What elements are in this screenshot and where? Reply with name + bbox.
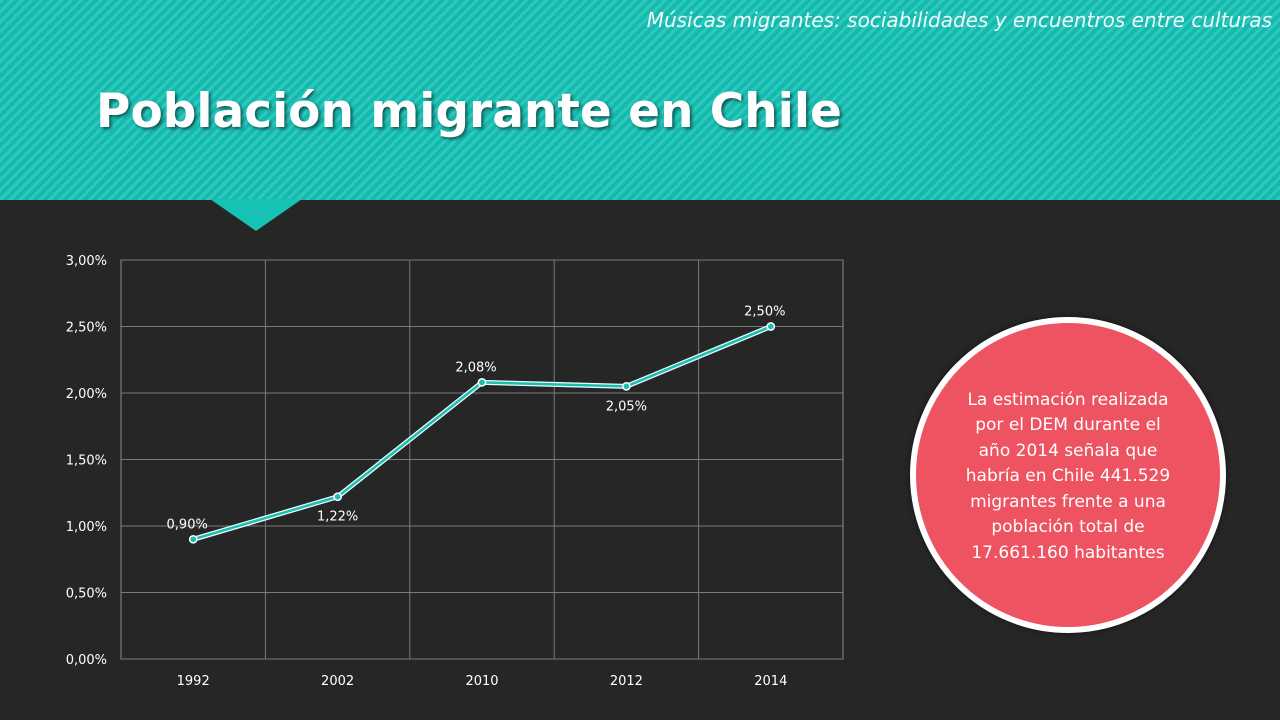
- y-tick-label: 2,50%: [66, 321, 107, 336]
- x-tick-label: 2002: [321, 674, 354, 689]
- header-notch: [210, 199, 302, 231]
- chart-grid: [120, 259, 844, 660]
- data-point: [477, 378, 487, 387]
- data-label: 1,22%: [317, 510, 358, 525]
- data-point: [333, 492, 342, 502]
- data-label: 2,05%: [606, 399, 647, 414]
- x-tick-label: 2012: [610, 674, 643, 689]
- x-axis-ticks: 1992 2002 2010 2012 2014: [177, 674, 788, 689]
- x-tick-label: 1992: [177, 674, 210, 689]
- y-tick-label: 1,00%: [66, 520, 107, 535]
- series-line-outline: [192, 324, 772, 542]
- y-tick-label: 0,00%: [66, 653, 107, 668]
- x-tick-label: 2010: [465, 674, 498, 689]
- callout-text: La estimación realizada por el DEM duran…: [965, 389, 1171, 563]
- callout-circle: La estimación realizada por el DEM duran…: [910, 317, 1226, 633]
- data-label: 2,50%: [744, 305, 785, 320]
- data-label: 2,08%: [455, 360, 496, 375]
- data-labels: 0,90% 1,22% 2,08% 2,05% 2,50%: [167, 305, 786, 533]
- y-tick-label: 2,00%: [66, 387, 107, 402]
- data-point: [188, 534, 198, 544]
- slide-subtitle: Músicas migrantes: sociabilidades y encu…: [646, 8, 1272, 32]
- header-banner: [0, 0, 1280, 200]
- y-tick-label: 3,00%: [66, 254, 107, 269]
- data-point: [766, 322, 776, 331]
- y-axis-ticks: 0,00% 0,50% 1,00% 1,50% 2,00% 2,50% 3,00%: [66, 254, 107, 668]
- y-tick-label: 0,50%: [66, 587, 107, 602]
- line-chart: 0,00% 0,50% 1,00% 1,50% 2,00% 2,50% 3,00% 1992…: [66, 254, 844, 689]
- data-label: 0,90%: [167, 517, 208, 532]
- series-line: [192, 325, 772, 541]
- chart-series: [188, 322, 776, 544]
- slide-title: Población migrante en Chile: [96, 84, 842, 139]
- data-point: [622, 382, 631, 391]
- x-tick-label: 2014: [754, 674, 787, 689]
- y-tick-label: 1,50%: [66, 454, 107, 469]
